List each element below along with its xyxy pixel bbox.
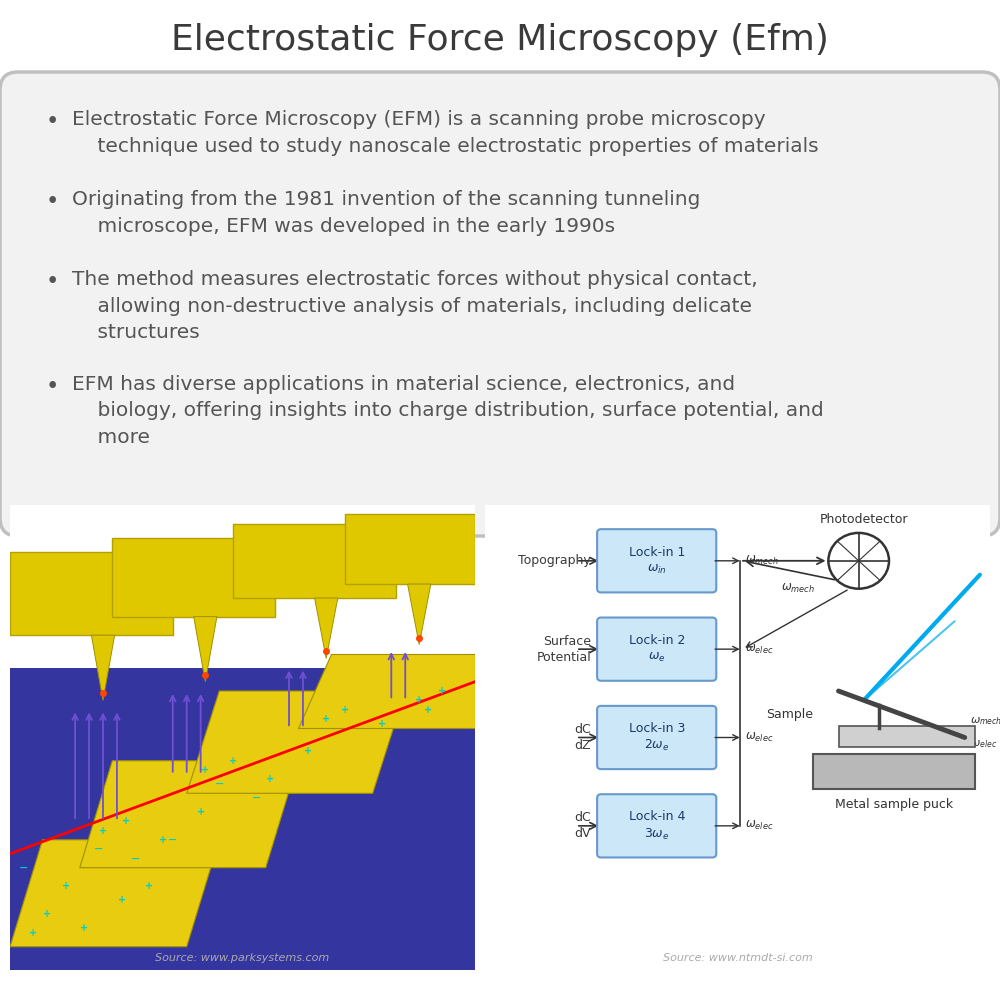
Text: Lock-in 3
$2\omega_{e}$: Lock-in 3 $2\omega_{e}$	[629, 722, 685, 753]
Text: +: +	[145, 881, 154, 891]
Text: −: −	[168, 835, 177, 845]
Text: +: +	[80, 923, 88, 933]
Text: Surface
Potential: Surface Potential	[536, 635, 591, 664]
Polygon shape	[408, 584, 431, 645]
Polygon shape	[91, 635, 115, 700]
Text: •: •	[45, 190, 59, 213]
Text: $\omega_{elec}$: $\omega_{elec}$	[970, 739, 997, 750]
Text: •: •	[45, 375, 59, 398]
Text: Metal sample puck: Metal sample puck	[835, 798, 953, 811]
Text: Source: www.parksystems.com: Source: www.parksystems.com	[155, 953, 330, 963]
Polygon shape	[10, 552, 173, 635]
Polygon shape	[10, 840, 219, 947]
Text: Lock-in 4
$3\omega_{e}$: Lock-in 4 $3\omega_{e}$	[629, 810, 685, 842]
Text: Sample: Sample	[766, 708, 813, 721]
Text: −: −	[131, 853, 140, 863]
Bar	[838, 726, 975, 747]
Text: Topography: Topography	[518, 554, 591, 567]
Text: •: •	[45, 270, 59, 293]
Text: $\omega_{mech}$: $\omega_{mech}$	[745, 554, 779, 567]
Text: +: +	[415, 695, 423, 705]
Text: Electrostatic Force Microscopy (Efm): Electrostatic Force Microscopy (Efm)	[171, 23, 829, 57]
Text: +: +	[62, 881, 70, 891]
Circle shape	[828, 533, 889, 589]
Text: +: +	[122, 816, 130, 826]
Polygon shape	[112, 538, 275, 617]
FancyBboxPatch shape	[0, 72, 1000, 536]
Polygon shape	[345, 514, 475, 584]
Text: Source: www.ntmdt-si.com: Source: www.ntmdt-si.com	[663, 953, 812, 963]
Text: +: +	[341, 705, 349, 715]
Text: +: +	[266, 774, 274, 784]
Text: +: +	[197, 807, 205, 817]
Polygon shape	[80, 761, 298, 868]
Text: Lock-in 1
$\omega_{in}$: Lock-in 1 $\omega_{in}$	[629, 546, 685, 576]
Text: The method measures electrostatic forces without physical contact,
    allowing : The method measures electrostatic forces…	[72, 270, 758, 342]
FancyBboxPatch shape	[597, 529, 716, 592]
Text: −: −	[215, 779, 224, 789]
FancyBboxPatch shape	[597, 794, 716, 857]
Text: dC
dV: dC dV	[574, 811, 591, 840]
Text: −: −	[252, 793, 261, 803]
Polygon shape	[194, 617, 217, 682]
Text: +: +	[378, 719, 386, 729]
Polygon shape	[298, 654, 475, 728]
Text: +: +	[201, 765, 209, 775]
Text: +: +	[229, 756, 237, 766]
Polygon shape	[315, 598, 338, 658]
Text: +: +	[43, 909, 51, 919]
Text: +: +	[424, 705, 433, 715]
Text: dC
dZ: dC dZ	[574, 723, 591, 752]
Text: +: +	[99, 826, 107, 836]
Polygon shape	[233, 524, 396, 598]
Text: +: +	[29, 928, 37, 938]
Text: Electrostatic Force Microscopy (EFM) is a scanning probe microscopy
    techniqu: Electrostatic Force Microscopy (EFM) is …	[72, 110, 819, 155]
Text: +: +	[304, 746, 312, 756]
Polygon shape	[187, 691, 405, 793]
Text: Originating from the 1981 invention of the scanning tunneling
    microscope, EF: Originating from the 1981 invention of t…	[72, 190, 700, 235]
Polygon shape	[10, 668, 475, 970]
Text: −: −	[19, 863, 29, 873]
Text: $\omega_{elec}$: $\omega_{elec}$	[745, 819, 774, 832]
Text: •: •	[45, 110, 59, 133]
Text: +: +	[118, 895, 126, 905]
Text: $\omega_{elec}$: $\omega_{elec}$	[745, 731, 774, 744]
Text: EFM has diverse applications in material science, electronics, and
    biology, : EFM has diverse applications in material…	[72, 375, 824, 447]
Text: $\omega_{elec}$: $\omega_{elec}$	[745, 643, 774, 656]
Bar	[813, 754, 975, 789]
Text: −: −	[94, 844, 103, 854]
FancyBboxPatch shape	[597, 706, 716, 769]
Text: +: +	[438, 686, 447, 696]
Text: Photodetector: Photodetector	[820, 513, 908, 526]
FancyBboxPatch shape	[597, 618, 716, 681]
Text: $\omega_{mech}$: $\omega_{mech}$	[970, 715, 1000, 727]
Text: +: +	[322, 714, 330, 724]
Text: $\omega_{mech}$: $\omega_{mech}$	[781, 582, 815, 595]
Text: +: +	[159, 835, 168, 845]
Text: Lock-in 2
$\omega_{e}$: Lock-in 2 $\omega_{e}$	[629, 634, 685, 664]
